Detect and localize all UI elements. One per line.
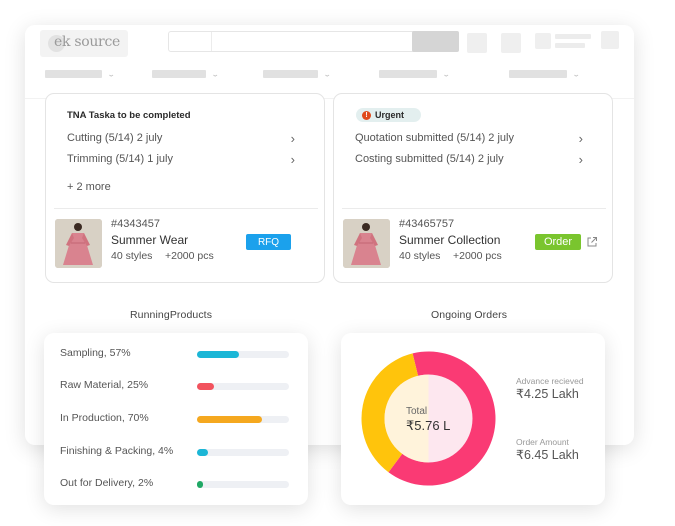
product-image (343, 219, 390, 268)
urgent-item-label: Costing submitted (5/14) 2 july (355, 153, 504, 165)
avatar[interactable] (601, 31, 619, 49)
more-tasks-link[interactable]: + 2 more (67, 181, 111, 193)
external-link-icon[interactable] (586, 236, 598, 248)
logo-mark-icon (48, 35, 65, 52)
nav-item[interactable]: ⌄ (379, 63, 450, 85)
urgent-item-label: Quotation submitted (5/14) 2 july (355, 132, 514, 144)
product-id: #4343457 (111, 218, 160, 230)
user-role-placeholder (555, 43, 585, 48)
user-name-placeholder (555, 34, 591, 39)
order-amount-value: ₹6.45 Lakh (516, 448, 579, 462)
rfq-button[interactable]: RFQ (246, 234, 291, 250)
progress-track (197, 351, 289, 358)
chevron-down-icon: ⌄ (572, 70, 581, 78)
progress-row: Out for Delivery, 2% (60, 477, 292, 491)
toolbar-button[interactable] (501, 33, 521, 53)
progress-fill (197, 383, 214, 390)
ongoing-orders-heading: Ongoing Orders (431, 309, 508, 321)
tasks-card-title: TNA Taska to be completed (67, 110, 191, 121)
alert-icon: ! (362, 110, 371, 120)
progress-track (197, 481, 289, 488)
progress-row: In Production, 70% (60, 412, 292, 426)
urgent-item[interactable]: Costing submitted (5/14) 2 july › (355, 151, 583, 167)
task-label: Trimming (5/14) 1 july (67, 153, 173, 165)
progress-fill (197, 449, 209, 456)
product-name: Summer Wear (111, 233, 189, 247)
dress-image-icon (55, 219, 102, 268)
progress-row: Finishing & Packing, 4% (60, 445, 292, 459)
logo[interactable]: ek source (40, 30, 128, 57)
product-styles: 40 styles (111, 250, 153, 262)
order-button[interactable]: Order (535, 234, 581, 250)
product-id: #43465757 (399, 218, 455, 230)
urgent-badge: ! Urgent (356, 108, 421, 122)
progress-fill (197, 481, 204, 488)
product-pcs: +2000 pcs (165, 250, 214, 262)
toolbar-button[interactable] (467, 33, 487, 53)
tasks-card: TNA Taska to be completed Cutting (5/14)… (45, 93, 325, 283)
progress-track (197, 416, 289, 423)
urgent-item[interactable]: Quotation submitted (5/14) 2 july › (355, 130, 583, 146)
search-button[interactable] (412, 31, 459, 52)
nav-item[interactable]: ⌄ (152, 63, 219, 85)
nav-item-label (152, 70, 206, 78)
product-name: Summer Collection (399, 233, 501, 247)
nav-item-label (263, 70, 318, 78)
progress-track (197, 383, 289, 390)
chevron-down-icon: ⌄ (323, 70, 332, 78)
progress-fill (197, 416, 263, 423)
chevron-right-icon: › (578, 130, 583, 146)
progress-row: Sampling, 57% (60, 347, 292, 361)
progress-label: Finishing & Packing, 4% (60, 445, 174, 457)
progress-label: Raw Material, 25% (60, 379, 149, 391)
divider (54, 208, 318, 209)
nav-item[interactable]: ⌄ (263, 63, 331, 85)
donut-hole-tint (384, 374, 429, 463)
progress-label: Sampling, 57% (60, 347, 131, 359)
nav-item-label (509, 70, 567, 78)
running-products-card: Sampling, 57% Raw Material, 25% In Produ… (44, 333, 308, 505)
product-pcs: +2000 pcs (453, 250, 502, 262)
progress-label: In Production, 70% (60, 412, 149, 424)
chevron-down-icon: ⌄ (107, 70, 116, 78)
donut-total-label: Total (406, 406, 428, 417)
chevron-down-icon: ⌄ (211, 70, 220, 78)
running-products-heading: RunningProducts (130, 309, 213, 321)
urgent-card: ! Urgent Quotation submitted (5/14) 2 ju… (333, 93, 613, 283)
nav-item-label (379, 70, 437, 78)
toolbar-button[interactable] (535, 33, 551, 49)
logo-text: ek source (54, 34, 120, 50)
top-bar: ek source (25, 25, 634, 63)
task-label: Cutting (5/14) 2 july (67, 132, 163, 144)
task-item[interactable]: Trimming (5/14) 1 july › (67, 151, 295, 167)
product-styles: 40 styles (399, 250, 441, 262)
task-item[interactable]: Cutting (5/14) 2 july › (67, 130, 295, 146)
dress-image-icon (343, 219, 390, 268)
nav-item[interactable]: ⌄ (45, 63, 115, 85)
app-window: ek source ⌄ ⌄ ⌄ ⌄ ⌄ (25, 25, 634, 445)
progress-fill (197, 351, 240, 358)
chevron-down-icon: ⌄ (442, 70, 451, 78)
search-divider (211, 32, 212, 51)
ongoing-orders-card: Total ₹5.76 L Advance recieved ₹4.25 Lak… (341, 333, 605, 505)
progress-row: Raw Material, 25% (60, 379, 292, 393)
nav-item-label (45, 70, 102, 78)
advance-received-value: ₹4.25 Lakh (516, 387, 579, 401)
chevron-right-icon: › (290, 151, 295, 167)
nav-menu: ⌄ ⌄ ⌄ ⌄ ⌄ (25, 63, 634, 99)
product-image (55, 219, 102, 268)
divider (342, 208, 606, 209)
chevron-right-icon: › (290, 130, 295, 146)
urgent-label: Urgent (375, 110, 404, 120)
advance-received-label: Advance recieved (516, 376, 584, 386)
progress-track (197, 449, 289, 456)
progress-label: Out for Delivery, 2% (60, 477, 154, 489)
nav-item[interactable]: ⌄ (509, 63, 580, 85)
order-amount-label: Order Amount (516, 437, 569, 447)
orders-donut-chart (361, 351, 496, 486)
donut-total-value: ₹5.76 L (406, 418, 451, 433)
chevron-right-icon: › (578, 151, 583, 167)
